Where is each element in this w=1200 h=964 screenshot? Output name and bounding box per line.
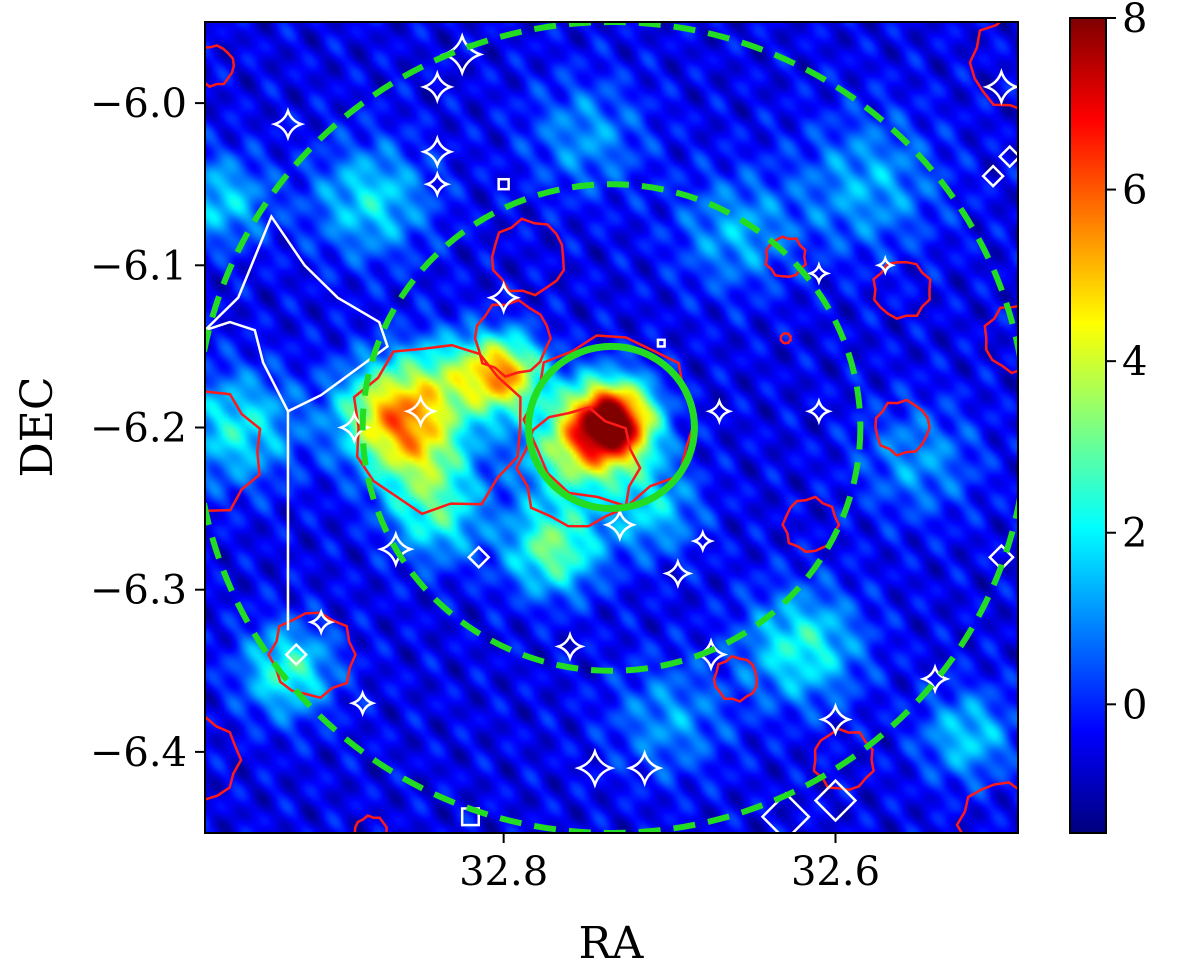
star-marker xyxy=(270,106,306,142)
y-tick-label: −6.3 xyxy=(90,568,187,614)
star-marker xyxy=(554,630,586,663)
star-marker xyxy=(625,749,664,788)
colorbar-tick-label: 2 xyxy=(1122,511,1147,557)
red-contour xyxy=(968,22,1018,110)
colorbar-ticks: 8 6 4 2 0 xyxy=(1106,0,1147,728)
red-contour xyxy=(812,727,875,792)
y-tick-label: −6.4 xyxy=(90,730,187,776)
red-contour xyxy=(515,406,642,528)
square-marker xyxy=(656,338,666,348)
colorbar: 8 6 4 2 0 xyxy=(1069,0,1147,834)
colorbar-frame xyxy=(1069,17,1107,834)
y-axis-label: DEC xyxy=(12,376,63,477)
x-axis-label: RA xyxy=(579,918,645,964)
red-contour xyxy=(712,654,758,703)
red-contour xyxy=(490,217,566,297)
x-tick-label: 32.6 xyxy=(791,849,880,895)
star-marker xyxy=(662,557,694,590)
red-contour xyxy=(874,398,931,457)
overlay-layer xyxy=(205,22,1018,833)
y-tick-label: −6.2 xyxy=(90,406,187,452)
red-contour xyxy=(353,814,388,833)
diamond-marker xyxy=(467,545,491,569)
star-marker xyxy=(420,69,455,105)
y-tick-label: −6.1 xyxy=(90,243,187,289)
star-marker xyxy=(348,689,377,718)
star-marker xyxy=(602,507,638,543)
red-contour xyxy=(779,332,793,345)
diamond-marker xyxy=(284,642,308,667)
colorbar-tick-label: 8 xyxy=(1122,0,1147,42)
star-marker xyxy=(874,254,896,276)
star-marker xyxy=(307,608,336,637)
star-marker xyxy=(982,67,1018,106)
red-contour xyxy=(983,304,1018,375)
colorbar-tick-label: 0 xyxy=(1122,682,1147,728)
heatmap-image xyxy=(205,22,1018,833)
star-marker xyxy=(806,261,832,286)
star-marker xyxy=(804,397,833,426)
star-marker xyxy=(486,280,521,315)
y-tick-label: −6.0 xyxy=(90,81,187,127)
dashed-circle xyxy=(359,181,864,674)
star-marker xyxy=(919,663,951,695)
diamond-marker xyxy=(813,778,858,823)
star-marker xyxy=(574,747,616,789)
star-marker xyxy=(420,134,455,169)
diamond-marker xyxy=(981,164,1005,188)
diamond-marker xyxy=(997,144,1018,169)
red-contour xyxy=(473,298,552,379)
heatmap-plot-area xyxy=(204,21,1019,834)
star-marker xyxy=(705,397,734,426)
x-axis-ticks: 32.8 32.6 xyxy=(459,833,880,895)
star-marker xyxy=(403,394,438,429)
colorbar-tick-label: 6 xyxy=(1122,168,1147,214)
star-marker xyxy=(376,530,415,569)
colorbar-tick-label: 4 xyxy=(1122,339,1147,385)
red-contour xyxy=(872,260,932,320)
red-contour xyxy=(522,334,697,508)
red-contour xyxy=(267,611,357,700)
x-tick-label: 32.8 xyxy=(459,849,548,895)
red-contour xyxy=(205,390,262,513)
star-marker xyxy=(690,528,715,554)
red-contour xyxy=(205,715,243,801)
star-marker xyxy=(818,702,853,737)
red-contour xyxy=(205,44,236,89)
square-marker xyxy=(497,177,510,191)
solid-circle xyxy=(525,342,698,513)
diamond-marker xyxy=(760,791,811,833)
y-axis-ticks: −6.0 −6.1 −6.2 −6.3 −6.4 xyxy=(90,81,205,776)
star-marker xyxy=(423,170,452,199)
red-contour xyxy=(764,235,808,278)
red-contour xyxy=(781,495,841,554)
red-contour xyxy=(955,781,1018,833)
colorbar-gradient xyxy=(1070,18,1106,833)
